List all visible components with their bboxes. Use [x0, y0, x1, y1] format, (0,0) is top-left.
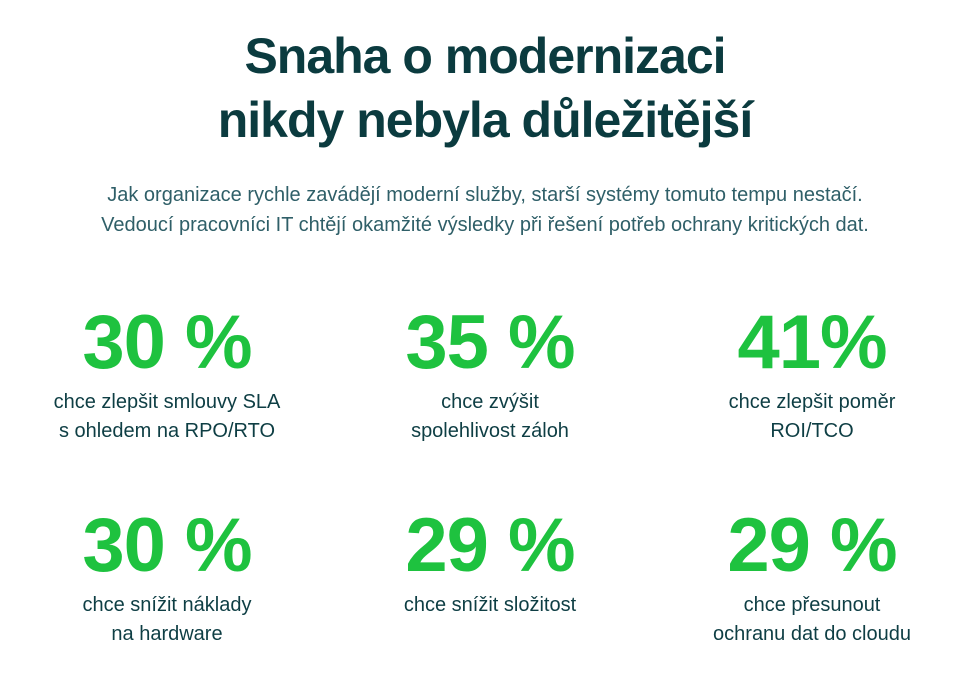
- stat-caption-line: s ohledem na RPO/RTO: [58, 420, 276, 442]
- stat-value: 30 %: [82, 503, 252, 588]
- stat-roi-tco: 41% chce zlepšit poměr ROI/TCO: [652, 303, 970, 446]
- stat-caption-line: chce zlepšit smlouvy SLA: [53, 391, 281, 413]
- stat-value: 29 %: [405, 503, 575, 588]
- stat-sla: 30 % chce zlepšit smlouvy SLA s ohledem …: [7, 303, 327, 446]
- stat-caption: chce zlepšit poměr ROI/TCO: [652, 388, 970, 446]
- stat-value: 35 %: [405, 300, 575, 385]
- page-title-line-2: nikdy nebyla důležitější: [217, 92, 754, 148]
- stat-caption-line: chce snížit náklady: [82, 594, 252, 616]
- stat-caption-line: ochranu dat do cloudu: [713, 623, 911, 645]
- stat-caption: chce snížit složitost: [330, 591, 650, 620]
- stat-complexity: 29 % chce snížit složitost: [330, 506, 650, 620]
- stat-hardware-costs: 30 % chce snížit náklady na hardware: [7, 506, 327, 649]
- stat-value: 30 %: [82, 300, 252, 385]
- stat-caption-line: ROI/TCO: [770, 420, 854, 442]
- stat-value: 29 %: [727, 503, 897, 588]
- stat-caption-line: chce přesunout: [743, 594, 881, 616]
- page-title-line-1: Snaha o modernizaci: [244, 28, 726, 84]
- stat-caption-line: chce zvýšit: [441, 391, 539, 413]
- intro-line-2: Vedoucí pracovníci IT chtějí okamžité vý…: [101, 214, 869, 236]
- stat-value: 41%: [737, 300, 887, 385]
- stat-cloud-protection: 29 % chce přesunout ochranu dat do cloud…: [652, 506, 970, 649]
- stat-caption-line: chce zlepšit poměr: [728, 391, 896, 413]
- stat-caption-line: na hardware: [111, 623, 223, 645]
- stat-caption-line: chce snížit složitost: [403, 594, 577, 616]
- stat-caption: chce snížit náklady na hardware: [7, 591, 327, 649]
- stat-caption: chce přesunout ochranu dat do cloudu: [652, 591, 970, 649]
- intro-line-1: Jak organizace rychle zavádějí moderní s…: [107, 184, 863, 206]
- intro-text: Jak organizace rychle zavádějí moderní s…: [0, 180, 970, 240]
- stat-backup-reliability: 35 % chce zvýšit spolehlivost záloh: [330, 303, 650, 446]
- stat-caption: chce zvýšit spolehlivost záloh: [330, 388, 650, 446]
- page-title: Snaha o modernizaci nikdy nebyla důležit…: [0, 24, 970, 152]
- stat-caption-line: spolehlivost záloh: [411, 420, 569, 442]
- stat-caption: chce zlepšit smlouvy SLA s ohledem na RP…: [7, 388, 327, 446]
